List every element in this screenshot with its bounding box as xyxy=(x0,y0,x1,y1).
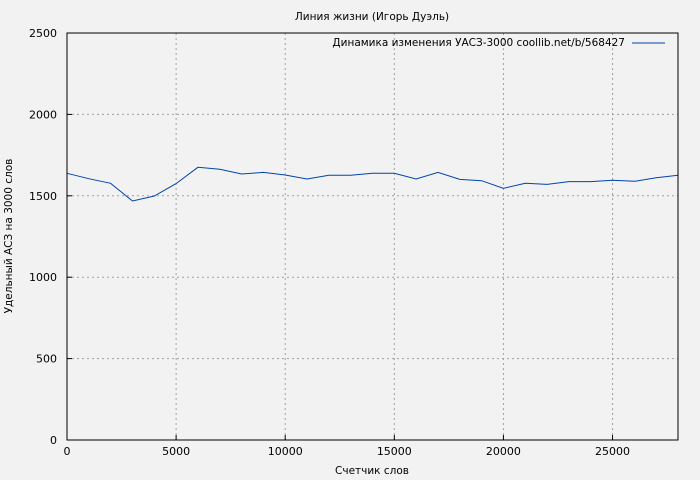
x-tick-label: 20000 xyxy=(486,445,521,458)
x-axis-label: Счетчик слов xyxy=(335,465,409,477)
x-tick-label: 0 xyxy=(64,445,71,458)
y-tick-label: 0 xyxy=(50,434,57,447)
y-tick-label: 500 xyxy=(36,353,57,366)
grid xyxy=(66,32,678,441)
legend: Динамика изменения УАСЗ-3000 coollib.net… xyxy=(332,37,665,49)
y-tick-label: 1500 xyxy=(29,190,57,203)
y-tick-label: 2000 xyxy=(29,108,57,121)
x-tick-label: 15000 xyxy=(377,445,412,458)
plot-frame xyxy=(66,32,679,441)
chart-title: Линия жизни (Игорь Дуэль) xyxy=(295,11,449,23)
x-tick-label: 5000 xyxy=(162,445,190,458)
x-tick-label: 25000 xyxy=(595,445,630,458)
legend-label: Динамика изменения УАСЗ-3000 coollib.net… xyxy=(332,37,625,49)
y-tick-label: 1000 xyxy=(29,271,57,284)
y-tick-label: 2500 xyxy=(29,27,57,40)
series-line xyxy=(66,166,679,202)
y-axis-label: Удельный АСЗ на 3000 слов xyxy=(3,159,15,314)
tick-labels: 0 5000 10000 15000 20000 25000 0 500 1000 1500 200… xyxy=(29,27,630,458)
x-tick-label: 10000 xyxy=(268,445,303,458)
